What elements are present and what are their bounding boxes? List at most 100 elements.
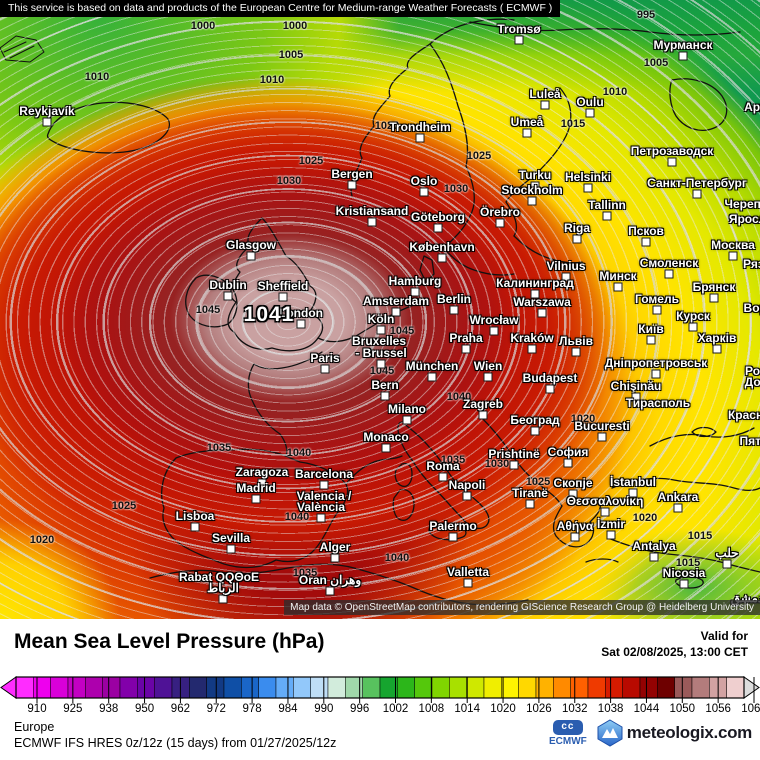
city-label: Turku [518, 168, 552, 182]
model-run-label: ECMWF IFS HRES 0z/12z (15 days) from 01/… [14, 736, 337, 750]
meteologix-hexagon-icon [597, 719, 623, 747]
page-title: Mean Sea Level Pressure (hPa) [14, 630, 325, 653]
city-label: Псков [628, 224, 664, 238]
city-label: Chişinău [610, 379, 662, 393]
isobar-label: 1020 [632, 512, 658, 524]
city-label: Vilnius [546, 259, 586, 273]
city-label: Ankara [657, 490, 699, 504]
colorbar-tick-labels: 910 925 938 950 962 972 978 984 990 996 1002 1008 10… [0, 703, 760, 717]
isobar-label: 1030 [276, 175, 302, 187]
logos: cc ECMWF meteologix.com [549, 719, 752, 747]
city-marker [530, 426, 540, 436]
city-label: Скопје [553, 476, 593, 490]
city-marker [380, 391, 390, 401]
city-marker [522, 128, 532, 138]
isobar-label: 1025 [466, 150, 492, 162]
city-marker [649, 552, 659, 562]
city-marker [692, 189, 702, 199]
city-label: Bergen [331, 167, 373, 181]
city-marker [330, 553, 340, 563]
isobar-label: 1000 [282, 20, 308, 32]
city-marker [190, 522, 200, 532]
city-marker [585, 108, 595, 118]
city-label: Петрозаводск [630, 144, 714, 158]
colorbar-tick-label: 972 [206, 703, 226, 715]
city-label: Barcelona [294, 467, 354, 481]
city-label: Palermo [429, 519, 477, 533]
colorbar-tick-label: 1014 [454, 703, 480, 715]
city-marker [679, 579, 689, 589]
isobar-label: 1040 [446, 391, 472, 403]
city-label: Reykjavík [19, 104, 75, 118]
city-label: Hamburg [388, 274, 442, 288]
city-marker [367, 217, 377, 227]
city-label: Череповец [724, 197, 760, 211]
city-marker [583, 183, 593, 193]
city-marker [448, 532, 458, 542]
city-label: Nicosia [662, 566, 706, 580]
city-label: Roma [426, 459, 460, 473]
city-marker [631, 392, 641, 402]
ecmwf-logo-label: ECMWF [549, 735, 587, 747]
city-marker [437, 253, 447, 263]
city-marker [722, 559, 732, 569]
city-label: Краснодар [727, 408, 760, 422]
city-marker [246, 251, 256, 261]
city-marker [463, 578, 473, 588]
city-label: Dublin [209, 278, 247, 292]
city-label: Zaragoza [235, 465, 289, 479]
colorbar [0, 676, 760, 704]
city-label: Örebro [479, 205, 521, 219]
city-marker [461, 344, 471, 354]
ecmwf-logo[interactable]: cc ECMWF [549, 719, 587, 747]
high-center-label: 1041 [243, 303, 295, 326]
city-marker [449, 305, 459, 315]
city-label: София [547, 445, 589, 459]
city-label: Glasgow [225, 238, 277, 252]
city-label: Amsterdam [362, 294, 430, 308]
isobar-label: 1030 [443, 183, 469, 195]
isobar-label: 1000 [190, 20, 216, 32]
city-label: Wrocław [469, 313, 519, 327]
isobar-label: 1015 [560, 118, 586, 130]
city-label: Napoli [448, 478, 486, 492]
meteologix-logo[interactable]: meteologix.com [597, 719, 752, 747]
city-marker [597, 432, 607, 442]
city-label: Köln [367, 312, 395, 326]
city-marker [652, 305, 662, 315]
isobar-label: 1020 [29, 534, 55, 546]
ecmwf-emblem-icon: cc [552, 719, 583, 735]
city-label: Monaco [363, 430, 409, 444]
city-marker [483, 372, 493, 382]
city-label: Antalya [632, 539, 676, 553]
city-label: Warszawa [513, 295, 571, 309]
city-label: Göteborg [411, 210, 465, 224]
city-label: Калининград [496, 276, 574, 290]
city-marker [226, 544, 236, 554]
city-label: Sheffield [257, 279, 309, 293]
notice-bar: This service is based on data and produc… [0, 0, 561, 17]
city-marker [527, 196, 537, 206]
city-label: Kristiansand [335, 204, 409, 218]
city-marker [381, 443, 391, 453]
city-marker [278, 292, 288, 302]
colorbar-tick-label: 1032 [561, 703, 588, 715]
city-label: Alger [319, 540, 351, 554]
city-label: Valletta [446, 565, 490, 579]
city-label: Kraków [510, 331, 554, 345]
isobar-label: 1040 [286, 447, 312, 459]
city-marker [537, 308, 547, 318]
colorbar-tick-label: 1008 [418, 703, 445, 715]
city-marker [410, 287, 420, 297]
city-label: Гомель [635, 292, 679, 306]
city-marker [218, 594, 228, 604]
city-label: Oran وهران [298, 573, 362, 587]
city-label: حلب [715, 546, 739, 560]
colorbar-tick-label: 1062 [741, 703, 760, 715]
colorbar-tick-label: 1056 [705, 703, 731, 715]
city-marker [415, 133, 425, 143]
colorbar-tick-label: 1050 [669, 703, 696, 715]
colorbar-tick-label: 950 [134, 703, 155, 715]
city-marker [571, 347, 581, 357]
city-label: València [296, 500, 346, 514]
